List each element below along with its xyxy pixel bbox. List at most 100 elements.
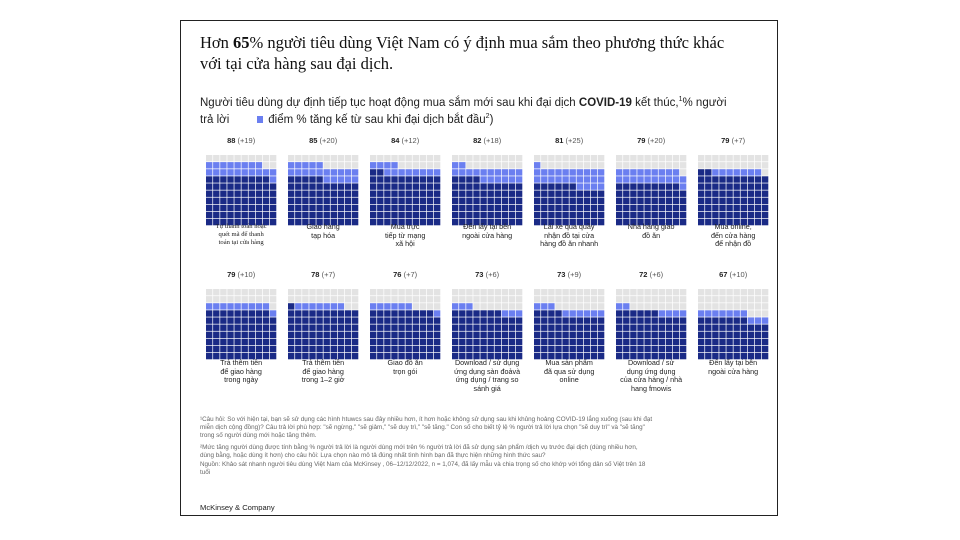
waffle-cell-base — [288, 345, 295, 353]
waffle-cell-base — [234, 176, 241, 183]
waffle-cell-increase — [665, 310, 673, 317]
waffle-cell-increase — [719, 310, 726, 317]
waffle-cell-base — [562, 331, 569, 338]
waffle-cell-empty — [452, 296, 459, 303]
waffle-cell-increase — [569, 176, 576, 183]
waffle-cell-empty — [480, 303, 487, 310]
waffle-cell-base — [576, 197, 583, 204]
waffle-cell-base — [740, 324, 747, 331]
waffle-cell-empty — [616, 289, 623, 296]
waffle-cell-base — [405, 317, 412, 324]
waffle-1 — [206, 155, 277, 226]
waffle-cell-empty — [719, 303, 726, 310]
waffle-cell-increase — [255, 162, 263, 169]
waffle-cell-base — [616, 345, 623, 353]
waffle-cell-base — [534, 345, 541, 353]
waffle-cell-base — [679, 338, 687, 346]
waffle-cell-empty — [576, 162, 583, 169]
waffle-cell-base — [234, 183, 241, 190]
waffle-cell-base — [480, 338, 487, 346]
waffle-cell-base — [452, 197, 459, 204]
waffle-cell-base — [466, 310, 473, 317]
waffle-cell-empty — [351, 155, 359, 162]
waffle-cell-increase — [562, 310, 569, 317]
waffle-cell-increase — [597, 169, 605, 176]
waffle-cell-base — [473, 331, 480, 338]
waffle-cell-base — [534, 338, 541, 346]
waffle-cell-empty — [672, 296, 680, 303]
waffle-cell-empty — [623, 289, 630, 296]
waffle-cell-base — [391, 338, 398, 346]
waffle-cell-base — [398, 352, 405, 360]
waffle-cell-base — [295, 197, 302, 204]
waffle-cell-empty — [719, 155, 726, 162]
waffle-cell-empty — [412, 289, 419, 296]
waffle-cell-base — [590, 324, 598, 331]
waffle-cell-increase — [213, 303, 220, 310]
waffle-cell-empty — [241, 155, 248, 162]
waffle-category-label: Download / sử dụng ứng dụng sàn đoảvà ứng … — [448, 358, 526, 393]
waffle-increase: (+20) — [317, 136, 338, 145]
waffle-cell-empty — [398, 162, 405, 169]
waffle-cell-base — [630, 190, 637, 197]
waffle-cell-base — [295, 211, 302, 219]
waffle-cell-increase — [255, 303, 263, 310]
waffle-cell-base — [248, 211, 255, 219]
waffle-category-line: Giao hàng — [306, 222, 340, 231]
waffle-cell-empty — [747, 296, 755, 303]
waffle-cell-empty — [747, 155, 755, 162]
waffle-cell-base — [262, 324, 270, 331]
waffle-cell-base — [351, 324, 359, 331]
waffle-cell-base — [719, 352, 726, 360]
waffle-cell-base — [377, 183, 384, 190]
waffle-cell-base — [705, 317, 712, 324]
waffle-cell-base — [344, 183, 352, 190]
waffle-cell-base — [405, 324, 412, 331]
waffle-cell-increase — [351, 176, 359, 183]
waffle-cell-base — [541, 211, 548, 219]
waffle-cell-base — [370, 338, 377, 346]
waffle-cell-empty — [712, 296, 719, 303]
waffle-cell-base — [337, 352, 345, 360]
waffle-cell-increase — [452, 169, 459, 176]
waffle-cell-base — [747, 204, 755, 212]
waffle-cell-base — [569, 317, 576, 324]
waffle-cell-empty — [426, 289, 434, 296]
waffle-cell-empty — [433, 289, 441, 296]
waffle-value-label: 88 (+19) — [206, 136, 276, 145]
waffle-cell-base — [213, 338, 220, 346]
waffle-cell-empty — [541, 155, 548, 162]
waffle-cell-increase — [234, 162, 241, 169]
waffle-cell-base — [583, 211, 591, 219]
waffle-cell-base — [370, 183, 377, 190]
waffle-category-label: Mua online, đến cửa hàng để nhận đồ — [694, 222, 772, 249]
waffle-cell-base — [623, 190, 630, 197]
waffle-cell-empty — [337, 155, 345, 162]
waffle-cell-base — [548, 345, 555, 353]
waffle-cell-base — [302, 310, 309, 317]
waffle-cell-empty — [433, 303, 441, 310]
waffle-cell-base — [337, 197, 345, 204]
waffle-cell-base — [302, 190, 309, 197]
waffle-category-label: Đến lấy tại bên ngoài cửa hàng — [448, 222, 526, 240]
waffle-cell-increase — [501, 310, 509, 317]
waffle-cell-empty — [480, 296, 487, 303]
waffle-cell-base — [405, 190, 412, 197]
waffle-cell-base — [651, 310, 658, 317]
waffle-cell-base — [534, 352, 541, 360]
waffle-cell-base — [316, 338, 323, 346]
waffle-cell-empty — [288, 296, 295, 303]
waffle-cell-base — [562, 338, 569, 346]
waffle-cell-empty — [761, 303, 769, 310]
waffle-cell-empty — [562, 162, 569, 169]
waffle-cell-empty — [330, 289, 337, 296]
waffle-cell-base — [480, 204, 487, 212]
waffle-cell-base — [234, 218, 241, 226]
waffle-increase: (+19) — [235, 136, 256, 145]
waffle-cell-base — [590, 352, 598, 360]
waffle-cell-base — [712, 176, 719, 183]
waffle-cell-base — [630, 338, 637, 346]
waffle-cell-increase — [583, 176, 591, 183]
waffle-cell-base — [515, 352, 523, 360]
waffle-cell-increase — [740, 310, 747, 317]
